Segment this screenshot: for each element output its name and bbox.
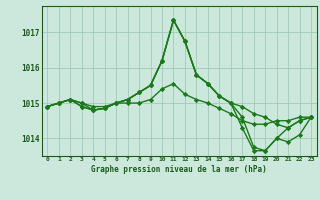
X-axis label: Graphe pression niveau de la mer (hPa): Graphe pression niveau de la mer (hPa) (91, 165, 267, 174)
